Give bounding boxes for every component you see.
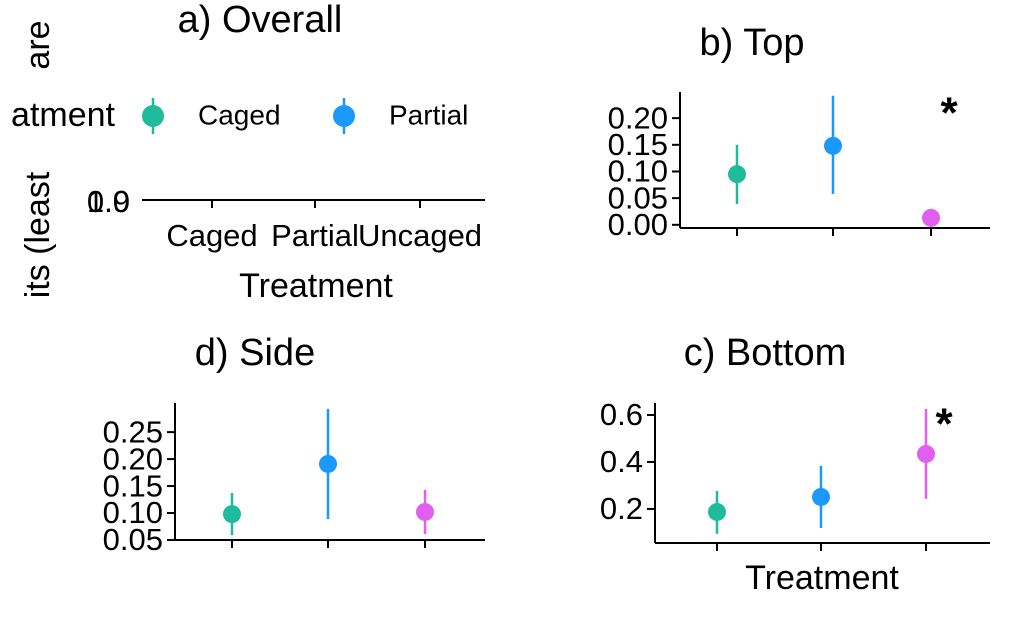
point xyxy=(708,502,726,521)
point xyxy=(728,165,746,184)
y-tick-label: 0.15 xyxy=(608,127,668,162)
point xyxy=(223,505,241,524)
legend-title: atment xyxy=(11,96,115,134)
y-tick-label: 0.10 xyxy=(608,154,668,189)
legend-label: Partial xyxy=(389,99,468,130)
point xyxy=(824,136,842,155)
y-tick-label: 0.05 xyxy=(103,522,163,557)
x-tick-label: Uncaged xyxy=(358,218,482,253)
y-tick-label: 0.25 xyxy=(103,414,163,449)
legend-key xyxy=(333,105,355,127)
x-axis-label: Treatment xyxy=(239,267,393,305)
panel-title: b) Top xyxy=(700,22,805,64)
significance-star: * xyxy=(940,89,958,138)
y-tick-label: 1.0 xyxy=(87,184,130,219)
y-tick-label: 0.10 xyxy=(103,495,163,530)
x-tick-label: Caged xyxy=(166,218,257,253)
y-axis-label: are xyxy=(19,20,57,69)
legend-label: Caged xyxy=(198,99,281,130)
y-tick-label: 0.4 xyxy=(600,444,643,479)
y-tick-label: 0.20 xyxy=(103,441,163,476)
x-axis-label: Treatment xyxy=(745,559,899,597)
x-tick-label: Partial xyxy=(271,218,359,253)
y-tick-label: 0.15 xyxy=(103,468,163,503)
point xyxy=(812,487,830,506)
point xyxy=(416,502,434,521)
panel-title: a) Overall xyxy=(178,0,343,41)
panel-title: c) Bottom xyxy=(684,332,847,374)
significance-star: * xyxy=(935,400,953,449)
y-tick-label: 0.6 xyxy=(600,397,643,432)
point xyxy=(319,454,337,473)
y-tick-label: 0.20 xyxy=(608,100,668,135)
panel-title: d) Side xyxy=(195,332,315,374)
y-tick-label: 0.05 xyxy=(608,180,668,215)
legend-key xyxy=(142,105,164,127)
y-tick-label: 0.9 xyxy=(87,184,130,219)
y-tick-label: 0.00 xyxy=(608,207,668,242)
y-axis-label: its (least xyxy=(19,171,57,298)
y-tick-label: 0.2 xyxy=(600,491,643,526)
point xyxy=(922,208,940,227)
point xyxy=(917,444,935,463)
